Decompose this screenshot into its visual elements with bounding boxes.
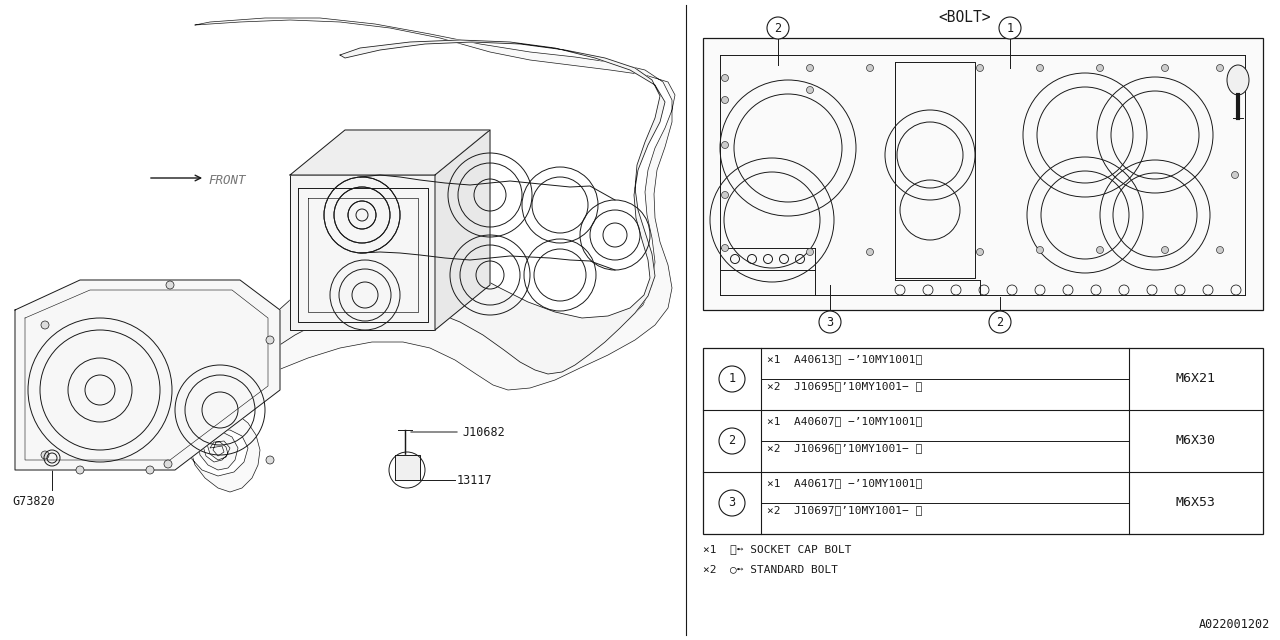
Text: G73820: G73820 xyxy=(12,495,55,508)
Circle shape xyxy=(164,460,172,468)
Text: A022001202: A022001202 xyxy=(1199,618,1270,631)
Circle shape xyxy=(1216,246,1224,253)
Bar xyxy=(703,348,1263,534)
Polygon shape xyxy=(15,280,280,470)
Text: ×2  ○➻ STANDARD BOLT: ×2 ○➻ STANDARD BOLT xyxy=(703,564,838,574)
Text: M6X21: M6X21 xyxy=(1176,372,1216,385)
Circle shape xyxy=(722,141,728,148)
Circle shape xyxy=(166,281,174,289)
Text: 2: 2 xyxy=(996,316,1004,328)
Circle shape xyxy=(146,466,154,474)
Circle shape xyxy=(806,65,814,72)
Polygon shape xyxy=(238,40,666,375)
Text: 1: 1 xyxy=(728,372,736,385)
Text: 13117: 13117 xyxy=(457,474,493,487)
Circle shape xyxy=(719,366,745,392)
Circle shape xyxy=(867,248,873,255)
Circle shape xyxy=(977,65,983,72)
Text: ×1  A40617（ −’10MY1001）: ×1 A40617（ −’10MY1001） xyxy=(767,478,923,488)
Text: M6X30: M6X30 xyxy=(1176,435,1216,447)
Polygon shape xyxy=(396,455,420,480)
Text: <BOLT>: <BOLT> xyxy=(938,10,991,25)
Text: 3: 3 xyxy=(728,497,736,509)
Circle shape xyxy=(1097,65,1103,72)
Text: ×2  J10696（’10MY1001− ）: ×2 J10696（’10MY1001− ） xyxy=(767,443,923,453)
Circle shape xyxy=(266,456,274,464)
Circle shape xyxy=(722,97,728,104)
Text: 3: 3 xyxy=(827,316,833,328)
Circle shape xyxy=(998,17,1021,39)
Circle shape xyxy=(1216,65,1224,72)
Bar xyxy=(703,38,1263,310)
Text: M6X53: M6X53 xyxy=(1176,497,1216,509)
Circle shape xyxy=(722,244,728,252)
Polygon shape xyxy=(291,130,490,175)
Polygon shape xyxy=(435,130,490,330)
Text: ×1  Ⓢ➻ SOCKET CAP BOLT: ×1 Ⓢ➻ SOCKET CAP BOLT xyxy=(703,544,851,554)
Polygon shape xyxy=(187,18,675,492)
Circle shape xyxy=(719,428,745,454)
Circle shape xyxy=(989,311,1011,333)
Circle shape xyxy=(41,321,49,329)
Circle shape xyxy=(767,17,788,39)
Circle shape xyxy=(1037,246,1043,253)
Circle shape xyxy=(806,248,814,255)
Circle shape xyxy=(1097,246,1103,253)
Circle shape xyxy=(1161,246,1169,253)
Text: 2: 2 xyxy=(774,22,782,35)
Circle shape xyxy=(977,248,983,255)
Circle shape xyxy=(76,466,84,474)
Polygon shape xyxy=(291,175,435,330)
Text: 1: 1 xyxy=(1006,22,1014,35)
Text: 2: 2 xyxy=(728,435,736,447)
Text: J10682: J10682 xyxy=(462,426,504,439)
Ellipse shape xyxy=(1228,65,1249,95)
Circle shape xyxy=(719,490,745,516)
Text: ×2  J10697（’10MY1001− ）: ×2 J10697（’10MY1001− ） xyxy=(767,505,923,515)
Text: FRONT: FRONT xyxy=(207,174,246,187)
Circle shape xyxy=(266,336,274,344)
Circle shape xyxy=(722,74,728,81)
Circle shape xyxy=(1231,172,1239,179)
Text: ×2  J10695（’10MY1001− ）: ×2 J10695（’10MY1001− ） xyxy=(767,381,923,391)
Text: ×1  A40613（ −’10MY1001）: ×1 A40613（ −’10MY1001） xyxy=(767,354,923,364)
Circle shape xyxy=(867,65,873,72)
Text: ×1  A40607（ −’10MY1001）: ×1 A40607（ −’10MY1001） xyxy=(767,416,923,426)
Circle shape xyxy=(722,191,728,198)
Polygon shape xyxy=(298,188,428,322)
Circle shape xyxy=(41,451,49,459)
Circle shape xyxy=(1037,65,1043,72)
Circle shape xyxy=(819,311,841,333)
Circle shape xyxy=(1161,65,1169,72)
Circle shape xyxy=(806,86,814,93)
